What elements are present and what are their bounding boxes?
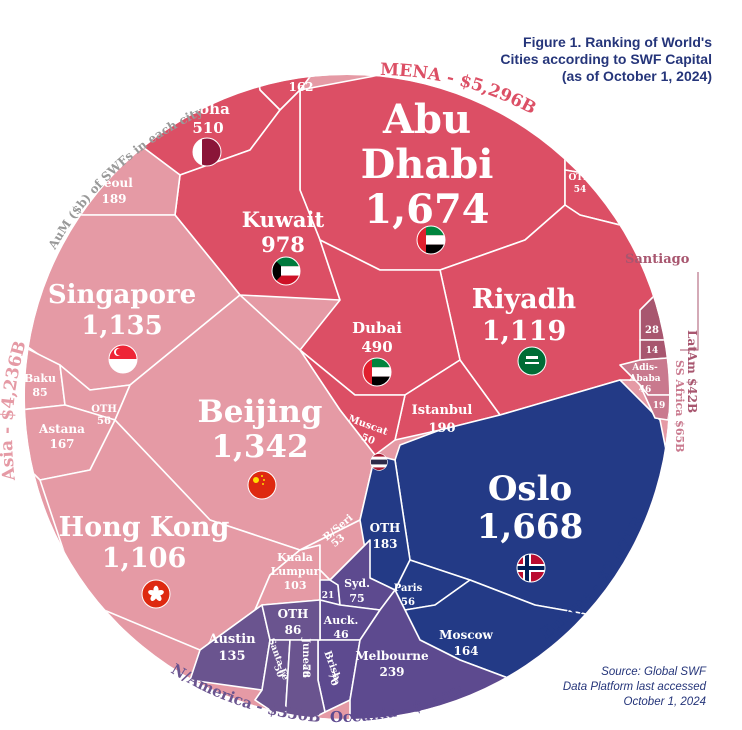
city-name-mena-oth: OTH [568, 173, 592, 183]
norway-flag-icon [516, 553, 546, 583]
city-value-asia-kuala-lumpur: 103 [284, 579, 307, 592]
city-name-mena-abu-dhabi: Abu [382, 96, 471, 143]
city-value-europe-oth: 183 [372, 537, 397, 551]
city-name-mena-doha: Doha [186, 100, 230, 118]
city-value-mena-doha: 510 [192, 119, 223, 137]
city-value-mena-dubai: 490 [361, 338, 392, 356]
city-value-asia-astana: 167 [49, 437, 74, 451]
city-name-ss-africa-adis-ababa: Adis- [631, 363, 658, 373]
city-name-mena-tehran: Tehran [278, 64, 325, 78]
cell-mena-oth [559, 94, 616, 176]
city-name-asia-kuala-lumpur: Kuala [277, 551, 313, 564]
city-value-mena-oth: 54 [574, 185, 587, 195]
city-name-mena-riyadh: Riyadh [472, 284, 577, 315]
uae-flag-icon [362, 357, 392, 387]
singapore-flag-icon [108, 344, 138, 374]
city-value-ss-africa-oth: 19 [653, 401, 666, 411]
city-name-n-america-juneau: Juneau [300, 637, 311, 677]
china-flag-icon [247, 470, 277, 500]
chart-title: Figure 1. Ranking of World's Cities acco… [500, 34, 712, 84]
city-name-oceania-syd-: Syd. [344, 577, 370, 590]
city-value-n-america-austin: 135 [218, 649, 245, 664]
city-value-oceania-oth: 21 [322, 591, 335, 601]
city-value-ss-africa-adis-ababa: 46 [639, 385, 652, 395]
city-value-asia-singapore: 1,135 [81, 311, 162, 341]
city-name-asia-singapore: Singapore [48, 280, 196, 310]
hongkong-flag-icon [141, 579, 171, 609]
city-value-europe-paris: 56 [401, 597, 415, 608]
city-name-n-america-oth: OTH [278, 607, 309, 621]
city-value-latam-santiago: 28 [645, 325, 659, 336]
cell-ss-africa-oth [639, 384, 669, 421]
city-value-mena-abu-dhabi: 1,674 [364, 186, 489, 233]
region-label-africa: SS Africa $65B [673, 360, 686, 452]
city-name-oceania-melbourne: Melbourne [355, 649, 429, 663]
region-label-latam: LatAm $42B [685, 330, 699, 413]
thailand-flag-icon [370, 453, 388, 471]
city-value-europe-moscow: 164 [453, 644, 478, 658]
city-value-oceania-brisb-: 70 [325, 671, 340, 688]
city-name-asia-oth: OTH [91, 404, 117, 415]
santiago-leader-line [680, 272, 699, 351]
city-name-n-america-austin: Austin [207, 632, 256, 647]
city-name-asia-seoul: Seoul [95, 176, 133, 190]
city-name-asia-beijing: Beijing [198, 394, 323, 430]
qatar-flag-icon [192, 137, 222, 167]
cell-n-america-juneau [284, 639, 326, 719]
kuwait-flag-icon [271, 256, 301, 286]
cells-layer [25, 75, 669, 719]
city-value-mena-istanbul: 190 [428, 421, 455, 436]
city-name-europe-oth: OTH [370, 521, 401, 535]
city-value-oceania-syd-: 75 [349, 592, 364, 605]
city-name-asia-kuala-lumpur-1: Lumpur [271, 565, 320, 578]
city-name-mena-istanbul: Istanbul [412, 403, 473, 418]
city-value-asia-beijing: 1,342 [211, 429, 308, 465]
city-name-asia-hong-kong: Hong Kong [59, 512, 230, 543]
flags-layer [108, 137, 547, 609]
city-name-mena-dubai: Dubai [352, 319, 402, 337]
city-value-mena-tehran: 162 [288, 80, 313, 94]
city-value-oceania-melbourne: 239 [379, 665, 404, 679]
uae-flag-icon [416, 225, 446, 255]
city-value-asia-oth: 56 [97, 416, 111, 427]
city-name-asia-baku: Baku [24, 372, 56, 385]
city-value-asia-seoul: 189 [101, 192, 126, 206]
city-value-mena-muscat: 50 [359, 432, 376, 447]
city-value-mena-riyadh: 1,119 [482, 316, 567, 347]
city-value-mena-kuwait: 978 [261, 232, 305, 257]
city-value-asia-hong-kong: 1,106 [102, 543, 187, 574]
city-value-n-america-santa-fe: 50 [271, 664, 285, 679]
city-value-n-america-oth: 86 [285, 623, 302, 637]
source-note: Source: Global SWF Data Platform last ac… [562, 666, 706, 708]
city-value-oceania-auck-: 46 [333, 628, 349, 641]
city-name-mena-kuwait: Kuwait [242, 207, 325, 232]
city-name-europe-paris: Paris [394, 583, 423, 594]
city-name-europe-oslo: Oslo [488, 469, 572, 509]
city-value-europe-oslo: 1,668 [477, 507, 583, 547]
city-value-asia-baku: 85 [32, 386, 47, 399]
saudi-flag-icon [517, 346, 547, 376]
city-name-ss-africa-adis-ababa-1: Ababa [628, 374, 660, 384]
city-name-europe-moscow: Moscow [439, 628, 493, 642]
city-name-oceania-auck-: Auck. [323, 614, 359, 627]
city-name-asia-astana: Astana [38, 422, 85, 436]
city-value-n-america-juneau: 78 [300, 664, 311, 678]
city-value-latam-oth: 14 [646, 346, 659, 356]
city-name-mena-abu-dhabi-1: Dhabi [361, 141, 494, 188]
santiago-callout: Santiago [625, 252, 690, 267]
